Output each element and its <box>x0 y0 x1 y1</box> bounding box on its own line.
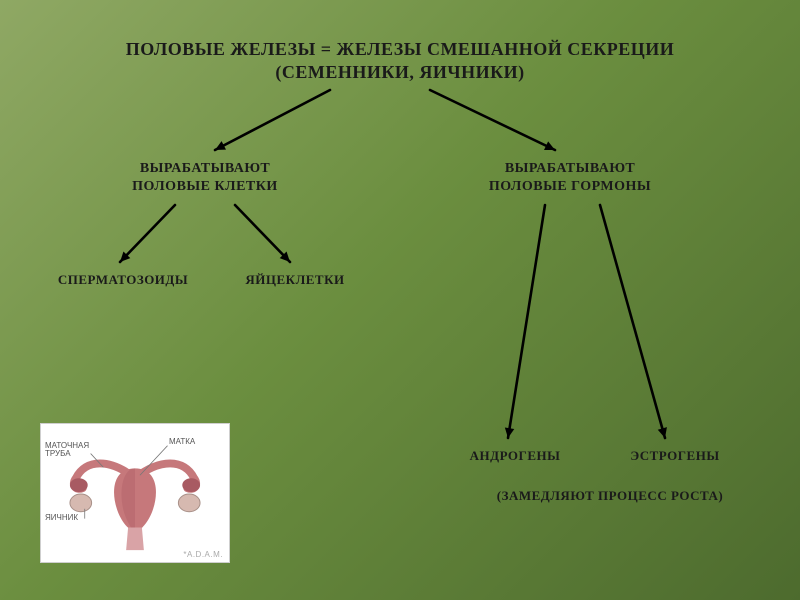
leaf-sperm: СПЕРМАТОЗОИДЫ <box>48 272 198 289</box>
anatomy-label-ovary: ЯИЧНИК <box>45 514 95 522</box>
anatomy-label-uterus: МАТКА <box>169 438 219 446</box>
branch-hormones: ВЫРАБАТЫВАЮТ ПОЛОВЫЕ ГОРМОНЫ <box>470 160 670 196</box>
anatomy-credit: *A.D.A.M. <box>183 550 223 559</box>
anatomy-illustration: МАТОЧНАЯТРУБА МАТКА ЯИЧНИК *A.D.A.M. <box>40 423 230 563</box>
diagram-title: ПОЛОВЫЕ ЖЕЛЕЗЫ = ЖЕЛЕЗЫ СМЕШАННОЙ СЕКРЕЦ… <box>50 38 750 85</box>
title-line-1: ПОЛОВЫЕ ЖЕЛЕЗЫ = ЖЕЛЕЗЫ СМЕШАННОЙ СЕКРЕЦ… <box>126 39 675 59</box>
title-line-2: (СЕМЕННИКИ, ЯИЧНИКИ) <box>275 62 524 82</box>
hormones-note: (ЗАМЕДЛЯЮТ ПРОЦЕСС РОСТА) <box>470 488 750 505</box>
leaf-androgens: АНДРОГЕНЫ <box>455 448 575 465</box>
branch-cells: ВЫРАБАТЫВАЮТ ПОЛОВЫЕ КЛЕТКИ <box>115 160 295 196</box>
leaf-egg: ЯЙЦЕКЛЕТКИ <box>235 272 355 289</box>
anatomy-label-tube: МАТОЧНАЯТРУБА <box>45 442 95 459</box>
leaf-estrogens: ЭСТРОГЕНЫ <box>615 448 735 465</box>
